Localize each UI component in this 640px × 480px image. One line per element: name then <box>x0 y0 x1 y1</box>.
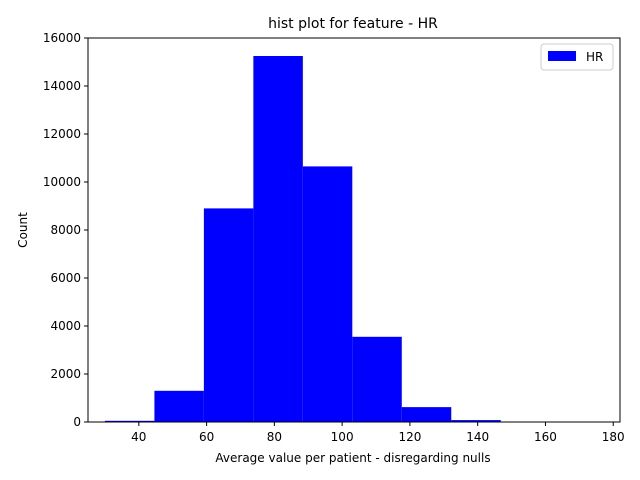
x-tick-label: 160 <box>534 430 557 444</box>
histogram-bar-7 <box>451 420 501 422</box>
chart-title: hist plot for feature - HR <box>268 16 438 32</box>
legend: HR <box>540 43 614 71</box>
histogram-bar-5 <box>352 336 402 422</box>
y-tick-label: 14000 <box>43 79 81 93</box>
y-axis-label: Count <box>16 212 30 248</box>
y-tick-label: 6000 <box>50 271 81 285</box>
x-tick-label: 80 <box>267 430 282 444</box>
x-tick-label: 40 <box>131 430 146 444</box>
x-axis-label: Average value per patient - disregarding… <box>215 451 490 465</box>
y-tick-label: 12000 <box>43 127 81 141</box>
histogram-bar-6 <box>401 407 452 422</box>
legend-label: HR <box>586 50 603 64</box>
histogram-bars <box>104 56 600 422</box>
x-tick-label: 100 <box>331 430 354 444</box>
histogram-bar-2 <box>203 208 254 422</box>
x-tick-label: 140 <box>466 430 489 444</box>
x-tick-label: 120 <box>398 430 421 444</box>
histogram-bar-3 <box>253 56 303 422</box>
histogram-bar-0 <box>104 420 155 422</box>
y-tick-label: 10000 <box>43 175 81 189</box>
y-tick-label: 4000 <box>50 319 81 333</box>
legend-swatch <box>548 51 576 61</box>
histogram-bar-1 <box>154 390 204 422</box>
y-axis-ticks: 0 2000 4000 6000 8000 10000 12000 14000 16000 <box>43 31 88 429</box>
y-tick-label: 8000 <box>50 223 81 237</box>
y-tick-label: 0 <box>73 415 81 429</box>
legend-box <box>540 43 614 71</box>
y-tick-label: 16000 <box>43 31 81 45</box>
y-tick-label: 2000 <box>50 367 81 381</box>
x-axis-ticks: 40 60 80 100 120 140 160 180 <box>131 422 625 444</box>
x-tick-label: 180 <box>602 430 625 444</box>
x-tick-label: 60 <box>199 430 214 444</box>
histogram-bar-4 <box>302 166 353 422</box>
